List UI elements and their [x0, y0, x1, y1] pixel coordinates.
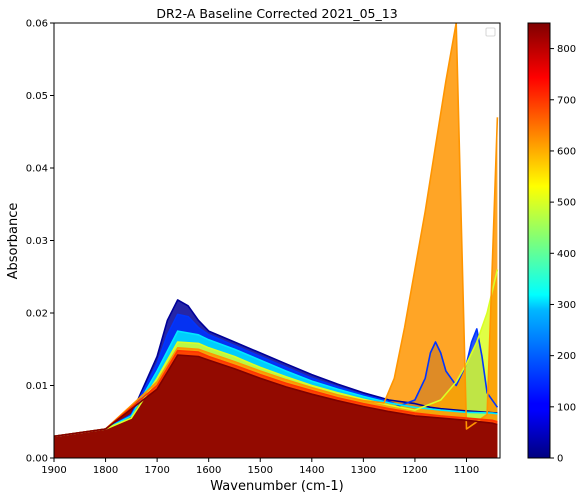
x-axis: 1900 1800 1700 1600 1500 1400 1300 1200 1100: [41, 458, 479, 476]
svg-text:0.04: 0.04: [26, 164, 48, 175]
svg-text:200: 200: [557, 351, 576, 362]
colorbar-tick: 400: [550, 249, 576, 260]
series-line-6: [54, 354, 498, 438]
y-axis-label: Absorbance: [6, 203, 21, 280]
svg-text:1900: 1900: [41, 465, 66, 476]
svg-text:0.05: 0.05: [26, 91, 48, 102]
series-line-0: [54, 299, 498, 438]
colorbar-gradient: [527, 22, 551, 459]
svg-text:800: 800: [557, 44, 576, 55]
colorbar-tick: 700: [550, 95, 576, 106]
chart-title: DR2-A Baseline Corrected 2021_05_13: [156, 6, 397, 21]
colorbar-tick: 800: [550, 44, 576, 55]
svg-text:300: 300: [557, 300, 576, 311]
colorbar-tick: 100: [550, 402, 576, 413]
colorbar-tick: 0: [550, 454, 563, 465]
x-tick: 1900: [41, 458, 67, 476]
svg-text:0.03: 0.03: [26, 236, 48, 247]
svg-text:600: 600: [557, 146, 576, 157]
svg-text:0: 0: [557, 454, 563, 465]
x-tick: 1400: [299, 458, 325, 476]
y-tick: 0.04: [26, 164, 54, 175]
x-tick: 1100: [454, 458, 479, 476]
series-fill-4: [54, 23, 498, 458]
colorbar-ticks: 0 100 200 300 400 500 600 700 800: [550, 44, 576, 465]
svg-text:0.00: 0.00: [26, 454, 48, 465]
svg-text:1700: 1700: [144, 465, 169, 476]
svg-text:1200: 1200: [402, 465, 427, 476]
spectra-fill: [54, 23, 498, 458]
svg-text:1800: 1800: [93, 465, 118, 476]
svg-text:700: 700: [557, 95, 576, 106]
series-fill-6: [54, 355, 498, 458]
y-tick: 0.00: [26, 454, 54, 465]
x-tick: 1500: [248, 458, 273, 476]
colorbar-tick: 300: [550, 300, 576, 311]
series-line-4: [54, 23, 499, 438]
svg-text:0.01: 0.01: [26, 381, 48, 392]
colorbar-tick: 600: [550, 146, 576, 157]
series-line-3: [54, 269, 499, 438]
y-tick: 0.02: [26, 309, 54, 320]
svg-text:0.06: 0.06: [26, 19, 48, 30]
x-tick: 1300: [351, 458, 376, 476]
colorbar-tick: 500: [550, 198, 576, 209]
svg-text:1100: 1100: [454, 465, 479, 476]
series-line-2: [54, 330, 498, 438]
svg-text:400: 400: [557, 249, 576, 260]
y-tick: 0.06: [26, 19, 54, 30]
y-tick: 0.03: [26, 236, 54, 247]
colorbar: 0 100 200 300 400 500 600 700 800: [527, 22, 576, 465]
spectra-lines: [54, 23, 499, 438]
svg-text:100: 100: [557, 402, 576, 413]
legend-box: [485, 27, 496, 37]
colorbar-tick: 200: [550, 351, 576, 362]
x-tick: 1200: [402, 458, 428, 476]
svg-text:1500: 1500: [248, 465, 273, 476]
y-tick: 0.05: [26, 91, 54, 102]
x-tick: 1600: [196, 458, 221, 476]
x-tick: 1800: [93, 458, 118, 476]
x-tick: 1700: [144, 458, 170, 476]
svg-text:1300: 1300: [351, 465, 376, 476]
plot-area: [53, 22, 501, 459]
svg-text:1600: 1600: [196, 465, 221, 476]
y-axis: 0.00 0.01 0.02 0.03 0.04 0.05 0.06: [26, 19, 54, 465]
svg-text:1400: 1400: [299, 465, 324, 476]
svg-text:0.02: 0.02: [26, 309, 48, 320]
series-line-5: [54, 349, 498, 438]
y-tick: 0.01: [26, 381, 54, 392]
svg-text:500: 500: [557, 198, 576, 209]
x-axis-label: Wavenumber (cm-1): [210, 479, 343, 494]
